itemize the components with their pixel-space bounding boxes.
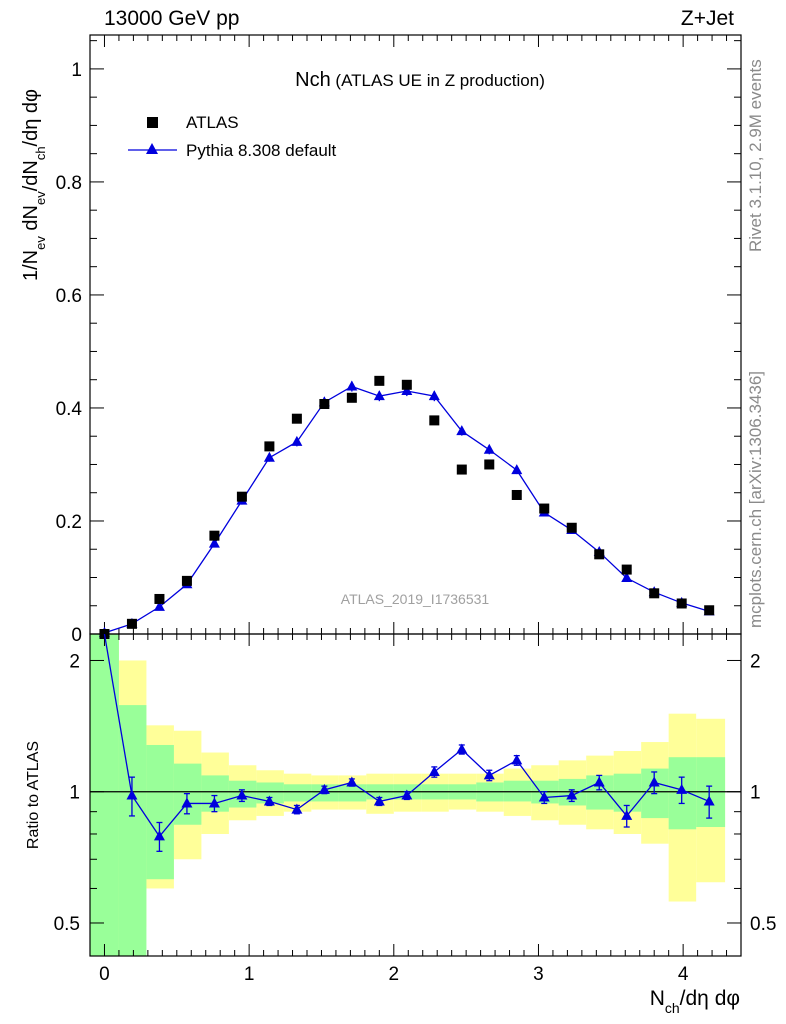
atlas-point [209,530,220,541]
ratio-series-group [103,634,715,852]
pythia-point [291,435,303,446]
atlas-point [154,593,165,604]
ratio-band-inner [338,784,367,802]
atlas-point [126,618,137,629]
ratio-point [538,791,550,802]
y-tick-label: 0.2 [56,512,82,533]
ratio-point [373,795,385,806]
x-tick-label: 4 [678,964,689,985]
atlas-point [346,392,357,403]
x-tick-label: 3 [533,964,544,985]
ratio-point [511,754,523,765]
pythia-point [263,451,275,462]
ratio-y-tick-label: 1 [69,783,80,804]
ratio-point [456,743,468,754]
legend-atlas-label: ATLAS [186,113,239,132]
y-tick-label: 0.4 [56,399,83,420]
atlas-point [676,598,687,609]
pythia-point [373,390,385,401]
atlas-point [594,549,605,560]
atlas-point [291,413,302,424]
x-tick-label: 0 [99,964,110,985]
y-tick-label: 0 [71,625,82,646]
atlas-point [539,503,550,514]
plot-title: Nch (ATLAS UE in Z production) [295,69,545,91]
ratio-y-tick-label-right: 1 [750,783,761,804]
ratio-point [318,783,330,794]
ratio-y-tick-label: 2 [69,651,80,672]
pythia-point [456,425,468,436]
ratio-point [401,789,413,800]
ratio-point [428,765,440,776]
atlas-point [484,459,495,470]
legend-pythia-label: Pythia 8.308 default [186,141,337,160]
atlas-point [264,441,275,452]
ratio-plot-frame [89,633,742,957]
ratio-point [648,776,660,787]
ratio-point [153,830,165,841]
legend-atlas-marker [147,117,158,128]
atlas-point [319,399,330,410]
ratio-point [566,789,578,800]
ratio-point [236,789,248,800]
ratio-point [181,797,193,808]
ratio-point [621,809,633,820]
atlas-point [511,489,522,500]
legend-pythia-marker [146,143,158,154]
ratio-band-inner [90,634,119,956]
atlas-point [236,491,247,502]
y-tick-label: 1 [71,60,82,81]
ratio-point [208,797,220,808]
pythia-point [153,600,165,611]
ratio-y-tick-label-right: 2 [750,651,761,672]
ratio-band-inner [256,782,284,804]
atlas-point [429,415,440,426]
pythia-point [621,572,633,583]
ratio-point [593,776,605,787]
y-axis-title: 1/Nev dNev/dNch/dη dφ [20,89,48,281]
ratio-point [346,776,358,787]
energy-label: 13000 GeV pp [104,7,240,30]
atlas-point [401,379,412,390]
atlas-point [456,464,467,475]
ratio-point [703,795,715,806]
ratio-point [126,789,138,800]
pythia-point [346,380,358,391]
x-axis-title: Nch/dη dφ [650,987,740,1016]
atlas-point [621,564,632,575]
pythia-point [428,390,440,401]
atlas-point [181,575,192,586]
ratio-axis-title: Ratio to ATLAS [25,741,42,849]
y-tick-label: 0.6 [56,286,82,307]
pythia-point [483,443,495,454]
pythia-point [208,537,220,548]
pythia-point [401,385,413,396]
analysis-watermark: ATLAS_2019_I1736531 [341,591,490,607]
atlas-point [649,588,660,599]
pythia-point [511,464,523,475]
ratio-band-inner [146,744,174,880]
ratio-point [263,795,275,806]
atlas-point [374,375,385,386]
ratio-y-tick-label: 0.5 [54,914,80,935]
ratio-band-inner [503,780,532,802]
atlas-point [704,605,715,616]
x-tick-label: 2 [389,964,400,985]
y-tick-label: 0.8 [56,173,82,194]
atlas-point [566,522,577,533]
ratio-point [483,769,495,780]
ratio-point [676,783,688,794]
ratio-y-tick-label-right: 0.5 [750,914,776,935]
ratio-point [291,803,303,814]
ratio-band-inner [283,784,312,802]
process-label: Z+Jet [680,7,734,30]
x-tick-label: 1 [244,964,255,985]
